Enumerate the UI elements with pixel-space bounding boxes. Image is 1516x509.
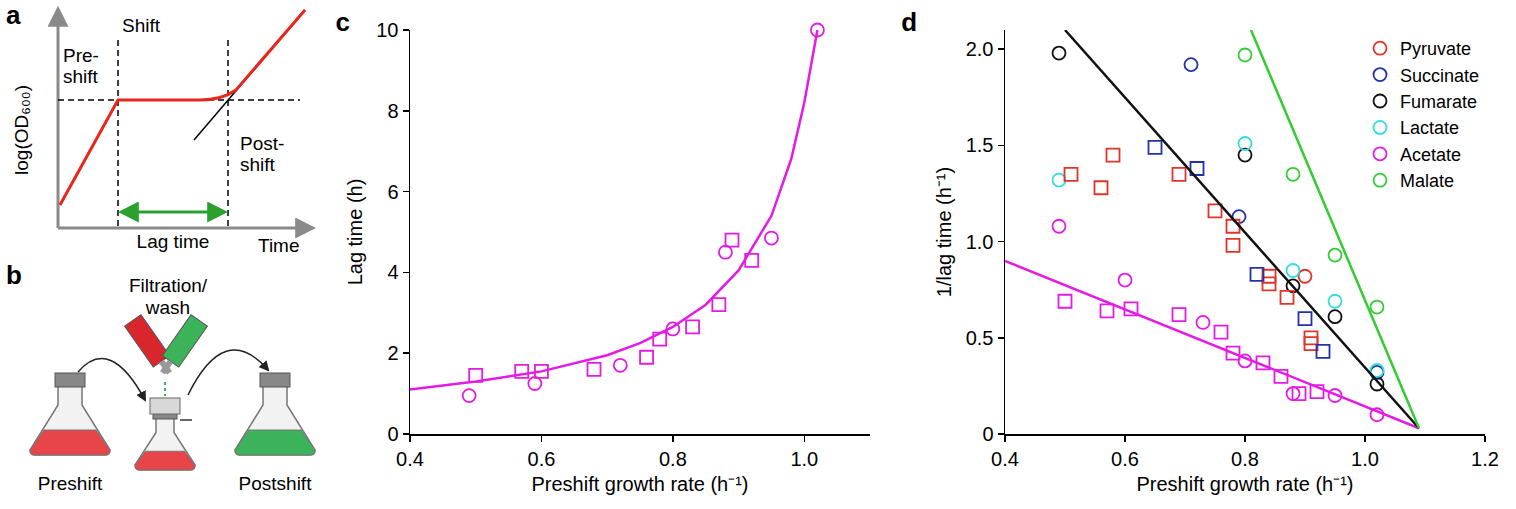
svg-text:1.5: 1.5 (966, 134, 994, 156)
svg-text:Malate: Malate (1400, 171, 1454, 191)
svg-text:Succinate: Succinate (1400, 66, 1479, 86)
svg-text:Pre-: Pre- (63, 45, 99, 66)
svg-text:Preshift: Preshift (38, 473, 103, 494)
svg-text:Lactate: Lactate (1400, 118, 1459, 138)
svg-text:Acetate: Acetate (1400, 145, 1461, 165)
svg-text:0.4: 0.4 (396, 448, 424, 470)
svg-text:0.5: 0.5 (966, 327, 994, 349)
svg-text:Preshift growth rate (h⁻¹): Preshift growth rate (h⁻¹) (1136, 473, 1353, 495)
svg-text:shift: shift (240, 154, 276, 175)
svg-text:log(OD₆₀₀): log(OD₆₀₀) (11, 85, 32, 175)
svg-text:0: 0 (387, 423, 398, 445)
svg-text:c: c (336, 7, 350, 37)
svg-text:0.6: 0.6 (528, 448, 556, 470)
svg-text:4: 4 (387, 261, 398, 283)
svg-text:0.8: 0.8 (659, 448, 687, 470)
svg-text:0.6: 0.6 (1111, 448, 1139, 470)
svg-text:Shift: Shift (122, 15, 161, 36)
svg-text:b: b (6, 260, 22, 290)
svg-text:8: 8 (387, 100, 398, 122)
svg-text:a: a (6, 0, 21, 30)
svg-text:Post-: Post- (240, 133, 284, 154)
svg-text:Preshift growth rate (h⁻¹): Preshift growth rate (h⁻¹) (531, 473, 748, 495)
svg-text:Postshift: Postshift (239, 473, 313, 494)
svg-text:wash: wash (145, 297, 190, 318)
svg-text:Lag time: Lag time (137, 231, 210, 252)
svg-text:10: 10 (376, 19, 398, 41)
svg-text:0.8: 0.8 (1231, 448, 1259, 470)
svg-text:1.0: 1.0 (1351, 448, 1379, 470)
svg-text:1.0: 1.0 (790, 448, 818, 470)
svg-text:1/lag time (h⁻¹): 1/lag time (h⁻¹) (933, 167, 955, 297)
svg-text:0.4: 0.4 (991, 448, 1019, 470)
svg-text:1.0: 1.0 (966, 231, 994, 253)
svg-text:Lag time (h): Lag time (h) (344, 179, 366, 286)
svg-text:0: 0 (982, 423, 993, 445)
svg-text:Filtration/: Filtration/ (129, 275, 208, 296)
svg-text:Fumarate: Fumarate (1400, 92, 1477, 112)
svg-text:Pyruvate: Pyruvate (1400, 39, 1471, 59)
svg-text:d: d (901, 7, 917, 37)
svg-text:6: 6 (387, 181, 398, 203)
svg-text:2.0: 2.0 (966, 38, 994, 60)
svg-text:Time: Time (258, 235, 300, 256)
svg-text:shift: shift (63, 66, 99, 87)
svg-text:1.2: 1.2 (1471, 448, 1499, 470)
svg-text:2: 2 (387, 342, 398, 364)
